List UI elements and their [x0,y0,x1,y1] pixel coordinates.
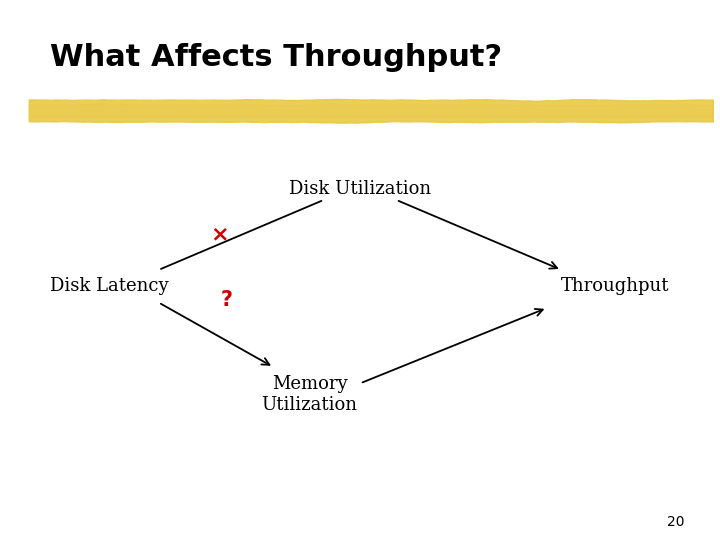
Text: ?: ? [221,289,233,310]
Text: ×: × [210,225,229,245]
Text: Disk Utilization: Disk Utilization [289,180,431,198]
Text: Disk Latency: Disk Latency [50,277,169,295]
Text: 20: 20 [667,515,684,529]
Text: Memory
Utilization: Memory Utilization [261,375,358,414]
Text: Throughput: Throughput [561,277,670,295]
Text: What Affects Throughput?: What Affects Throughput? [50,43,503,72]
